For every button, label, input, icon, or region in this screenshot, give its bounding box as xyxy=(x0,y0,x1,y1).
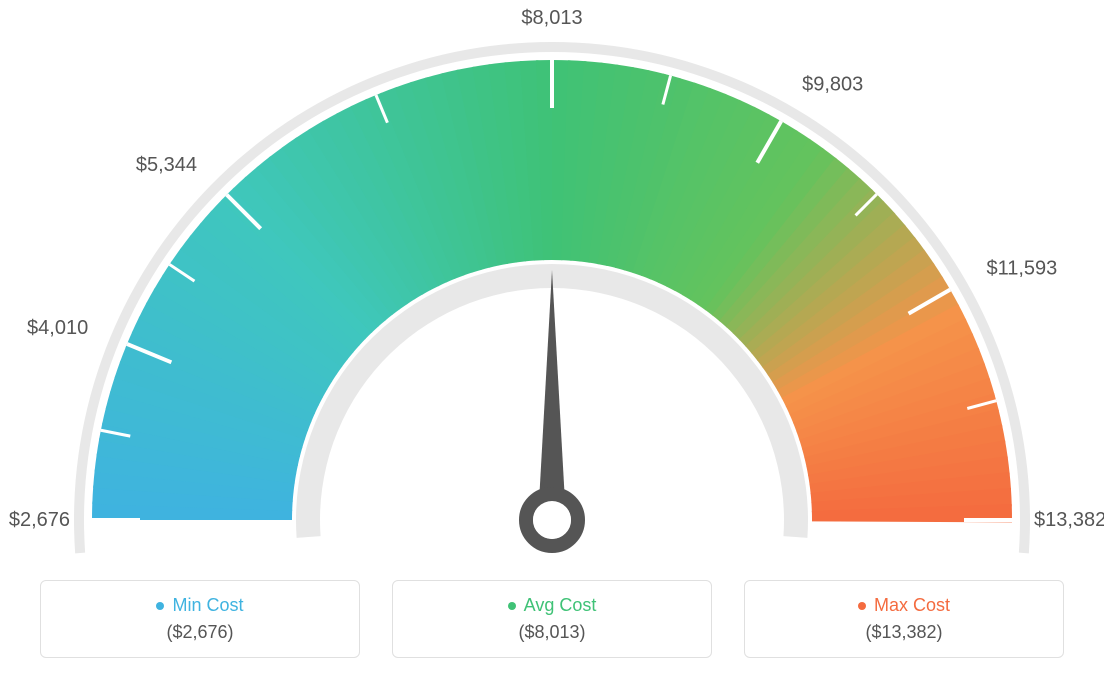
legend-label-min: Min Cost xyxy=(172,595,243,616)
gauge-chart: $2,676 $4,010 $5,344 $8,013 $9,803 $11,593 $13… xyxy=(0,0,1104,560)
legend-label-avg: Avg Cost xyxy=(524,595,597,616)
svg-text:$4,010: $4,010 xyxy=(27,317,88,339)
legend-title-max: Max Cost xyxy=(858,595,950,616)
legend-dot-max xyxy=(858,602,866,610)
svg-text:$9,803: $9,803 xyxy=(802,74,863,96)
svg-text:$13,382: $13,382 xyxy=(1034,509,1104,531)
legend-title-avg: Avg Cost xyxy=(508,595,597,616)
legend-label-max: Max Cost xyxy=(874,595,950,616)
gauge-svg: $2,676 $4,010 $5,344 $8,013 $9,803 $11,593 $13… xyxy=(0,0,1104,560)
legend-dot-avg xyxy=(508,602,516,610)
svg-text:$11,593: $11,593 xyxy=(986,258,1057,280)
legend-card-min: Min Cost ($2,676) xyxy=(40,580,360,658)
legend-value-avg: ($8,013) xyxy=(413,622,691,643)
svg-text:$5,344: $5,344 xyxy=(136,154,197,176)
svg-text:$8,013: $8,013 xyxy=(521,7,582,29)
svg-text:$2,676: $2,676 xyxy=(9,509,70,531)
legend-value-max: ($13,382) xyxy=(765,622,1043,643)
legend-row: Min Cost ($2,676) Avg Cost ($8,013) Max … xyxy=(0,580,1104,658)
legend-value-min: ($2,676) xyxy=(61,622,339,643)
legend-card-max: Max Cost ($13,382) xyxy=(744,580,1064,658)
legend-card-avg: Avg Cost ($8,013) xyxy=(392,580,712,658)
legend-title-min: Min Cost xyxy=(156,595,243,616)
legend-dot-min xyxy=(156,602,164,610)
